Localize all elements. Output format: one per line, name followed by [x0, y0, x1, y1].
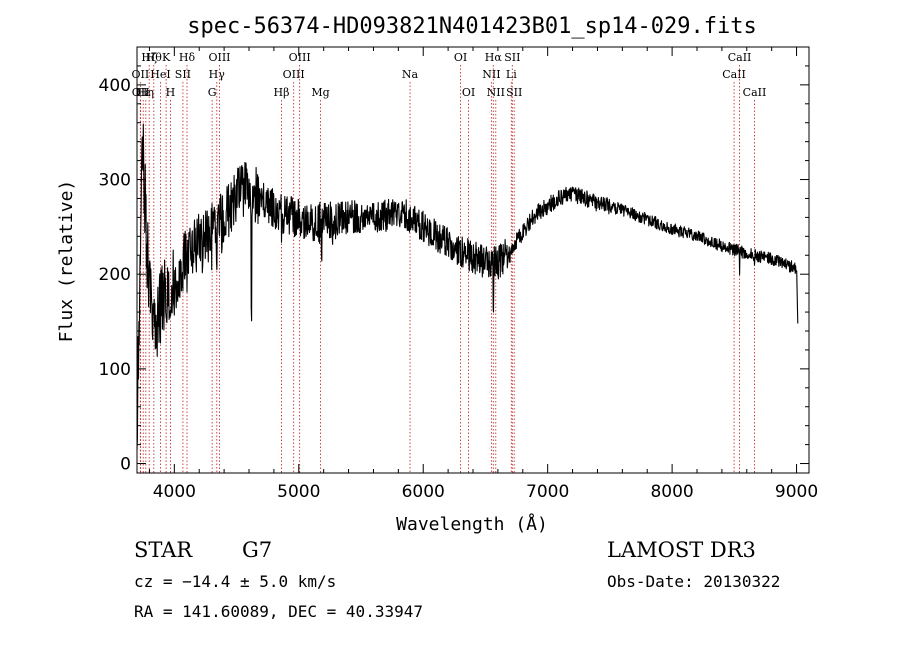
axes: 4000 5000 6000 7000 8000 9000 0 100 200 300 400 [99, 47, 818, 502]
line-marker-label: Hα [485, 51, 503, 64]
line-marker-label: HeI [150, 68, 170, 81]
line-markers: OIIOIIHεHηHζHθHeIKHSIIHδGHγOIIIHβOIIIOII… [132, 51, 767, 473]
y-tick-label: 100 [99, 360, 131, 380]
line-marker-label: K [162, 51, 171, 64]
line-marker-label: Hδ [179, 51, 196, 64]
y-tick-label: 0 [120, 455, 131, 475]
x-tick-label: 9000 [775, 482, 818, 502]
line-marker-label: Hβ [274, 86, 290, 99]
line-marker-label: SII [175, 68, 191, 81]
line-marker-label: Na [402, 68, 419, 81]
line-marker-label: SII [504, 51, 520, 64]
x-axis-label: Wavelength (Å) [396, 513, 548, 535]
line-marker-label: Hθ [146, 51, 163, 64]
line-marker-label: NII [482, 68, 500, 81]
line-marker-label: OII [132, 68, 150, 81]
line-marker-label: OIII [283, 68, 305, 81]
line-marker-label: OIII [289, 51, 311, 64]
x-tick-label: 6000 [402, 482, 445, 502]
chart-title: spec-56374-HD093821N401423B01_sp14-029.f… [187, 14, 757, 39]
line-marker-label: OI [454, 51, 467, 64]
line-marker-label: Hγ [209, 68, 226, 81]
subclass: G7 [242, 538, 273, 562]
survey-name: LAMOST DR3 [607, 538, 756, 562]
plot-frame [136, 46, 810, 474]
line-marker-label: SII [506, 86, 522, 99]
line-marker-label: OI [462, 86, 475, 99]
line-marker-label: OIII [208, 51, 230, 64]
y-tick-label: 300 [99, 171, 131, 191]
spectrum-line [136, 123, 799, 450]
line-marker-label: Mg [311, 86, 329, 99]
y-tick-label: 400 [99, 76, 131, 96]
line-marker-label: H [166, 86, 176, 99]
line-marker-label: CaII [728, 51, 752, 64]
line-marker-label: CaII [743, 86, 767, 99]
line-marker-label: CaII [722, 68, 746, 81]
line-marker-label: Li [506, 68, 517, 81]
line-marker-label: Hη [138, 86, 154, 99]
line-marker-label: Hζ [141, 51, 157, 64]
series-layer [136, 123, 799, 450]
line-marker-label: Hε [136, 86, 152, 99]
coordinates: RA = 141.60089, DEC = 40.33947 [134, 602, 423, 621]
y-axis-label: Flux (relative) [56, 180, 77, 343]
x-tick-label: 5000 [277, 482, 320, 502]
x-tick-label: 8000 [650, 482, 693, 502]
obs-date: Obs-Date: 20130322 [607, 572, 781, 591]
line-marker-label: OII [132, 86, 150, 99]
redshift-value: cz = −14.4 ± 5.0 km/s [134, 572, 337, 591]
line-marker-label: NII [487, 86, 505, 99]
line-marker-label: G [208, 86, 217, 99]
object-class: STAR [134, 538, 193, 562]
x-tick-label: 4000 [153, 482, 196, 502]
y-tick-label: 200 [99, 265, 131, 285]
x-tick-label: 7000 [526, 482, 569, 502]
